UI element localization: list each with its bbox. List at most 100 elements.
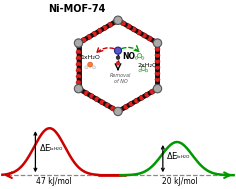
Circle shape: [101, 28, 104, 31]
Circle shape: [139, 95, 144, 100]
Circle shape: [76, 74, 81, 79]
Circle shape: [148, 91, 151, 95]
Circle shape: [123, 104, 128, 109]
Circle shape: [155, 71, 160, 76]
Circle shape: [144, 92, 149, 97]
Circle shape: [156, 75, 159, 78]
Circle shape: [105, 103, 110, 108]
Circle shape: [85, 37, 88, 40]
Circle shape: [98, 99, 101, 102]
Circle shape: [92, 31, 97, 36]
Text: $\Delta$E: $\Delta$E: [39, 142, 51, 153]
Circle shape: [135, 29, 138, 33]
Text: 1xH₂O: 1xH₂O: [81, 55, 101, 60]
Circle shape: [85, 66, 88, 69]
Circle shape: [140, 32, 143, 36]
Circle shape: [76, 43, 81, 49]
Circle shape: [88, 62, 93, 67]
Circle shape: [77, 60, 80, 63]
Text: $_{2\mathregular{xH_2O}}$: $_{2\mathregular{xH_2O}}$: [175, 154, 191, 161]
Circle shape: [94, 97, 100, 102]
Circle shape: [156, 69, 159, 72]
Circle shape: [155, 77, 160, 82]
Circle shape: [134, 98, 139, 103]
Circle shape: [155, 65, 160, 70]
Circle shape: [114, 107, 122, 116]
Circle shape: [87, 93, 91, 96]
Circle shape: [109, 105, 112, 108]
Circle shape: [74, 39, 83, 47]
Circle shape: [100, 100, 105, 105]
Circle shape: [76, 80, 81, 85]
Circle shape: [132, 101, 135, 104]
Circle shape: [153, 84, 162, 93]
Circle shape: [145, 35, 149, 39]
Circle shape: [93, 66, 95, 69]
Circle shape: [87, 34, 92, 40]
Circle shape: [139, 69, 141, 72]
Circle shape: [77, 78, 80, 81]
Circle shape: [136, 30, 142, 35]
Circle shape: [121, 21, 126, 26]
Circle shape: [156, 50, 159, 54]
Circle shape: [156, 63, 159, 66]
Circle shape: [77, 47, 80, 51]
Circle shape: [93, 96, 96, 99]
Text: 20 kJ/mol: 20 kJ/mol: [162, 177, 197, 186]
Circle shape: [76, 68, 81, 73]
Circle shape: [108, 22, 113, 27]
Circle shape: [129, 101, 134, 106]
Circle shape: [155, 53, 160, 58]
Circle shape: [76, 56, 81, 61]
Circle shape: [150, 89, 155, 94]
Circle shape: [76, 50, 81, 55]
Circle shape: [77, 84, 80, 87]
Circle shape: [95, 31, 99, 34]
Circle shape: [147, 36, 152, 41]
Circle shape: [80, 40, 83, 43]
Circle shape: [153, 88, 156, 92]
Circle shape: [130, 26, 133, 29]
Text: 47 kJ/mol: 47 kJ/mol: [36, 177, 72, 186]
Circle shape: [76, 62, 81, 67]
Circle shape: [113, 19, 118, 24]
Circle shape: [114, 16, 122, 24]
Circle shape: [90, 34, 93, 37]
Text: $_{1\mathregular{xH_2O}}$: $_{1\mathregular{xH_2O}}$: [48, 146, 64, 153]
Circle shape: [82, 90, 85, 93]
Text: Removal
of NO: Removal of NO: [110, 73, 131, 84]
Circle shape: [156, 81, 159, 84]
Circle shape: [103, 102, 106, 105]
Circle shape: [153, 39, 162, 47]
Circle shape: [126, 24, 131, 29]
Circle shape: [135, 57, 138, 59]
Text: 2xH₂O: 2xH₂O: [138, 63, 158, 68]
Circle shape: [114, 47, 122, 54]
Circle shape: [77, 53, 80, 57]
Circle shape: [131, 27, 136, 32]
Circle shape: [84, 91, 89, 96]
Text: $\Delta$E: $\Delta$E: [166, 150, 179, 161]
Circle shape: [124, 23, 127, 26]
Circle shape: [137, 53, 142, 58]
Circle shape: [141, 66, 145, 70]
Circle shape: [143, 94, 146, 98]
Circle shape: [110, 106, 115, 111]
Circle shape: [79, 88, 84, 93]
Circle shape: [142, 33, 147, 38]
Circle shape: [152, 39, 157, 44]
Circle shape: [81, 37, 86, 43]
Text: Ni-MOF-74: Ni-MOF-74: [48, 4, 105, 14]
Circle shape: [74, 84, 83, 93]
Circle shape: [89, 94, 94, 99]
Circle shape: [119, 20, 122, 23]
Circle shape: [106, 25, 109, 28]
Circle shape: [151, 38, 154, 42]
Text: NO: NO: [122, 53, 135, 61]
Circle shape: [118, 107, 123, 112]
Circle shape: [116, 56, 120, 60]
Circle shape: [114, 108, 117, 112]
Circle shape: [122, 107, 125, 110]
Circle shape: [155, 47, 160, 52]
Circle shape: [102, 25, 107, 30]
